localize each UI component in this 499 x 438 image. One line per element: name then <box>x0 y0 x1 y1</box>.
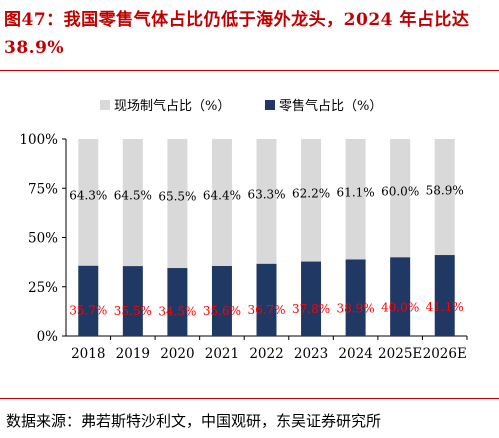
legend-swatch-retail <box>265 100 275 110</box>
y-tick-label: 0% <box>37 329 59 345</box>
data-label-retail: 37.8% <box>292 302 330 316</box>
bar-onsite-2021 <box>211 139 232 266</box>
bar-onsite-2026E <box>434 139 455 256</box>
data-label-onsite: 64.4% <box>203 189 241 203</box>
data-label-onsite: 58.9% <box>426 184 464 198</box>
y-tick-label: 100% <box>19 132 58 148</box>
bar-onsite-2024 <box>345 139 366 260</box>
x-tick-label: 2018 <box>71 346 105 362</box>
source-divider <box>0 398 499 399</box>
bar-retail-2020 <box>167 268 188 336</box>
data-label-retail: 35.7% <box>69 304 107 318</box>
bar-retail-2019 <box>122 266 143 336</box>
data-label-retail: 34.5% <box>158 305 196 319</box>
y-tick-label: 75% <box>28 181 58 197</box>
legend-swatch-onsite <box>100 100 110 110</box>
bar-retail-2023 <box>301 261 322 336</box>
source-note: 数据来源：弗若斯特沙利文，中国观研，东吴证券研究所 <box>6 412 382 430</box>
y-tick-label: 25% <box>28 280 58 296</box>
data-label-onsite: 62.2% <box>292 187 330 201</box>
bar-retail-2021 <box>211 265 232 336</box>
x-tick-label: 2019 <box>116 346 150 362</box>
bar-retail-2022 <box>256 263 277 336</box>
x-tick-label: 2020 <box>160 346 194 362</box>
data-label-retail: 35.5% <box>114 304 152 318</box>
legend-label-retail: 零售气占比（%） <box>279 98 382 114</box>
bar-retail-2026E <box>434 255 455 336</box>
x-tick-label: 2026E <box>423 346 467 362</box>
x-tick-label: 2022 <box>249 346 283 362</box>
bar-onsite-2020 <box>167 139 188 269</box>
x-tick-label: 2021 <box>205 346 239 362</box>
y-tick-label: 50% <box>28 231 58 247</box>
bar-retail-2025E <box>390 257 411 336</box>
bar-onsite-2023 <box>301 139 322 262</box>
bar-onsite-2022 <box>256 139 277 264</box>
data-label-retail: 41.1% <box>426 300 464 314</box>
bar-retail-2024 <box>345 259 366 336</box>
data-label-onsite: 63.3% <box>247 188 285 202</box>
data-label-onsite: 64.3% <box>69 189 107 203</box>
data-label-onsite: 64.5% <box>114 189 152 203</box>
title-divider <box>0 70 499 71</box>
x-tick-label: 2023 <box>294 346 328 362</box>
legend-label-onsite: 现场制气占比（%） <box>114 98 230 114</box>
data-label-onsite: 61.1% <box>337 186 375 200</box>
bar-retail-2018 <box>78 265 99 336</box>
data-label-retail: 40.0% <box>381 301 419 315</box>
x-tick-label: 2025E <box>378 346 422 362</box>
bar-onsite-2018 <box>78 139 99 266</box>
data-label-onsite: 65.5% <box>158 190 196 204</box>
data-label-retail: 38.9% <box>337 301 375 315</box>
data-label-onsite: 60.0% <box>381 185 419 199</box>
data-label-retail: 35.6% <box>203 304 241 318</box>
x-tick-label: 2024 <box>338 346 372 362</box>
bar-onsite-2025E <box>390 139 411 258</box>
data-label-retail: 36.7% <box>247 303 285 317</box>
bar-onsite-2019 <box>122 139 143 267</box>
chart-title: 图47：我国零售气体占比仍低于海外龙头，2024 年占比达 38.9% <box>4 10 470 58</box>
